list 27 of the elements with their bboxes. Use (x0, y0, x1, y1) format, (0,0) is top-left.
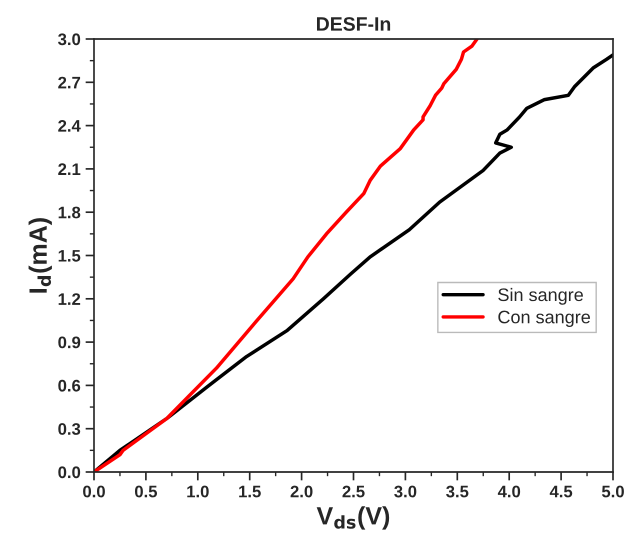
x-tick-label: 2.0 (290, 486, 312, 498)
y-tick-label: 0.6 (58, 380, 80, 392)
y-tick-label: 3.0 (58, 33, 80, 46)
legend-label: Con sangre (498, 310, 590, 327)
y-tick-label: 0.0 (58, 466, 80, 478)
chart-title: DESF-In (316, 17, 390, 31)
x-tick-label: 3.0 (394, 486, 416, 498)
x-axis-title: V$_{ds}$(V) (316, 506, 390, 530)
y-tick-label: 1.5 (58, 250, 80, 262)
x-tick-label: 3.5 (446, 486, 468, 498)
x-tick-label: 2.5 (342, 486, 365, 498)
x-tick-label: 5.0 (602, 486, 624, 498)
y-tick-label: 2.1 (58, 163, 80, 175)
legend-label: Sin sangre (498, 288, 583, 305)
x-tick-label: 4.0 (498, 486, 520, 498)
y-tick-label: 0.3 (58, 423, 80, 435)
y-tick-label: 1.8 (58, 206, 80, 218)
y-tick-label: 1.2 (58, 293, 80, 305)
y-tick-label: 2.4 (58, 120, 81, 132)
x-tick-label: 4.5 (550, 486, 572, 498)
y-tick-label: 0.9 (58, 336, 80, 348)
x-tick-label: 0.0 (83, 486, 105, 498)
y-axis-title: I$_{d}$(mA) (28, 218, 52, 293)
y-tick-label: 2.7 (58, 76, 80, 88)
x-tick-label: 1.5 (239, 486, 261, 498)
x-tick-label: 1.0 (187, 486, 209, 498)
x-tick-label: 0.5 (134, 486, 158, 498)
